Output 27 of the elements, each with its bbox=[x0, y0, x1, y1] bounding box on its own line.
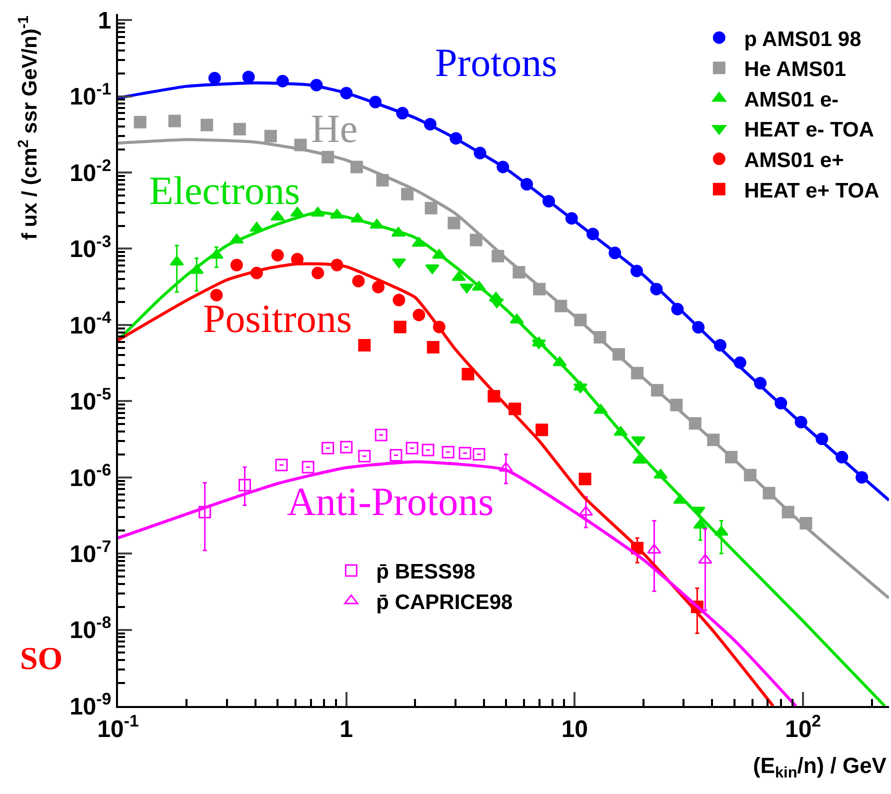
legend-label: He AMS01 bbox=[744, 58, 846, 82]
x-tick-label: 10$^{2}$ bbox=[784, 712, 822, 743]
legend-label: HEAT e- TOA bbox=[744, 118, 874, 142]
y-tick-label: 10$^{-4}$ bbox=[70, 308, 112, 340]
y-tick-label: 10$^{-6}$ bbox=[70, 460, 112, 492]
y-tick-label: 10$^{-3}$ bbox=[70, 232, 112, 264]
legend-label: HEAT e+ TOA bbox=[744, 179, 880, 202]
legend-label: AMS01 e- bbox=[744, 88, 839, 112]
series-label: He bbox=[311, 106, 358, 151]
y-tick-label: 10$^{-2}$ bbox=[70, 156, 112, 187]
series-label: Electrons bbox=[149, 168, 300, 213]
y-tick-label: 10$^{-7}$ bbox=[70, 536, 112, 568]
legend-label: p AMS01 98 bbox=[744, 28, 862, 51]
series-label: Anti-Protons bbox=[287, 479, 494, 524]
x-axis-title: (E$_{kin}$/n) / GeV bbox=[753, 753, 887, 782]
text: SO bbox=[20, 640, 63, 676]
legend-label: p̄ CAPRICE98 bbox=[376, 590, 514, 614]
series-label: Protons bbox=[435, 40, 558, 85]
x-tick-label: 1 bbox=[340, 716, 354, 743]
y-tick-label: 10$^{-1}$ bbox=[70, 80, 112, 111]
y-tick-label: 10$^{-8}$ bbox=[70, 613, 112, 644]
y-tick-label: 1 bbox=[98, 7, 112, 34]
series-label: Positrons bbox=[203, 296, 352, 341]
x-tick-label: 10 bbox=[561, 716, 588, 743]
legend-label: AMS01 e+ bbox=[744, 149, 844, 172]
legend-label: p̄ BESS98 bbox=[376, 560, 476, 584]
y-tick-label: 10$^{-5}$ bbox=[70, 384, 112, 416]
